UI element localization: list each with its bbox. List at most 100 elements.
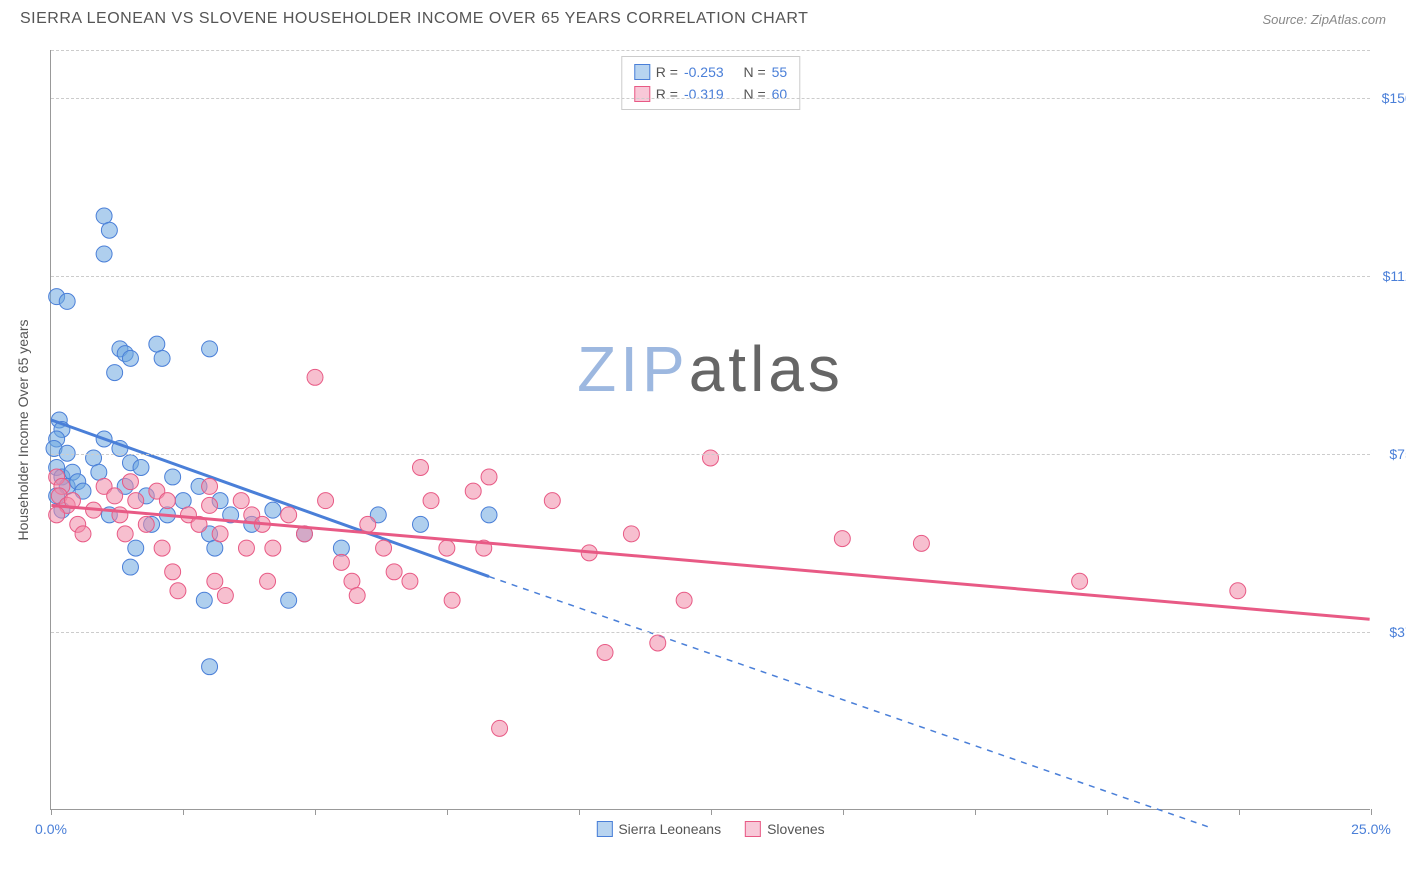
scatter-point — [107, 488, 123, 504]
scatter-point — [202, 478, 218, 494]
gridline — [51, 276, 1370, 277]
scatter-point — [260, 573, 276, 589]
scatter-point — [333, 554, 349, 570]
legend-swatch — [634, 86, 650, 102]
scatter-point — [913, 535, 929, 551]
scatter-point — [265, 502, 281, 518]
legend-swatch — [745, 821, 761, 837]
scatter-point — [202, 497, 218, 513]
x-tick — [1239, 809, 1240, 815]
x-tick — [843, 809, 844, 815]
scatter-point — [402, 573, 418, 589]
series-legend-item: Slovenes — [745, 821, 825, 837]
scatter-point — [165, 564, 181, 580]
y-tick-label: $75,000 — [1375, 446, 1406, 462]
x-tick — [975, 809, 976, 815]
scatter-point — [175, 493, 191, 509]
scatter-point — [217, 588, 233, 604]
series-legend: Sierra Leoneans Slovenes — [596, 821, 824, 837]
scatter-point — [318, 493, 334, 509]
scatter-point — [233, 493, 249, 509]
scatter-point — [423, 493, 439, 509]
scatter-point — [207, 573, 223, 589]
scatter-point — [412, 459, 428, 475]
gridline — [51, 98, 1370, 99]
scatter-point — [165, 469, 181, 485]
scatter-point — [202, 659, 218, 675]
scatter-point — [360, 516, 376, 532]
y-tick-label: $37,500 — [1375, 624, 1406, 640]
scatter-point — [86, 450, 102, 466]
scatter-point — [238, 540, 254, 556]
stat-legend-row: R = -0.319 N = 60 — [634, 83, 787, 105]
scatter-point — [1072, 573, 1088, 589]
scatter-point — [439, 540, 455, 556]
scatter-point — [281, 592, 297, 608]
scatter-point — [128, 493, 144, 509]
scatter-point — [159, 493, 175, 509]
scatter-point — [344, 573, 360, 589]
scatter-point — [101, 222, 117, 238]
scatter-point — [465, 483, 481, 499]
scatter-point — [96, 208, 112, 224]
scatter-point — [207, 540, 223, 556]
scatter-point — [96, 246, 112, 262]
y-tick-label: $150,000 — [1375, 90, 1406, 106]
scatter-point — [122, 350, 138, 366]
x-tick — [1371, 809, 1372, 815]
stat-legend: R = -0.253 N = 55 R = -0.319 N = 60 — [621, 56, 800, 110]
scatter-point — [149, 336, 165, 352]
scatter-point — [128, 540, 144, 556]
scatter-svg — [51, 50, 1370, 809]
stat-legend-row: R = -0.253 N = 55 — [634, 61, 787, 83]
scatter-point — [1230, 583, 1246, 599]
chart-title: SIERRA LEONEAN VS SLOVENE HOUSEHOLDER IN… — [20, 10, 808, 28]
scatter-point — [122, 474, 138, 490]
scatter-point — [154, 350, 170, 366]
scatter-point — [834, 531, 850, 547]
x-tick-label: 0.0% — [35, 821, 67, 837]
x-tick — [1107, 809, 1108, 815]
scatter-point — [154, 540, 170, 556]
scatter-point — [481, 507, 497, 523]
scatter-point — [376, 540, 392, 556]
gridline — [51, 632, 1370, 633]
x-tick — [315, 809, 316, 815]
scatter-point — [492, 720, 508, 736]
source-credit: Source: ZipAtlas.com — [1262, 12, 1386, 27]
scatter-point — [133, 459, 149, 475]
plot-area: Householder Income Over 65 years ZIPatla… — [50, 50, 1370, 810]
scatter-point — [623, 526, 639, 542]
scatter-point — [170, 583, 186, 599]
x-tick — [51, 809, 52, 815]
scatter-point — [117, 526, 133, 542]
x-tick — [579, 809, 580, 815]
scatter-point — [386, 564, 402, 580]
scatter-point — [138, 516, 154, 532]
scatter-point — [91, 464, 107, 480]
scatter-point — [703, 450, 719, 466]
scatter-point — [75, 526, 91, 542]
scatter-point — [59, 293, 75, 309]
y-axis-label: Householder Income Over 65 years — [15, 319, 31, 540]
scatter-point — [481, 469, 497, 485]
x-tick — [447, 809, 448, 815]
scatter-point — [202, 341, 218, 357]
y-tick-label: $112,500 — [1375, 268, 1406, 284]
legend-swatch — [634, 64, 650, 80]
legend-swatch — [596, 821, 612, 837]
scatter-point — [412, 516, 428, 532]
x-tick-label: 25.0% — [1351, 821, 1391, 837]
gridline — [51, 454, 1370, 455]
x-tick — [183, 809, 184, 815]
trend-line — [51, 505, 1369, 619]
scatter-point — [212, 526, 228, 542]
scatter-point — [265, 540, 281, 556]
trend-line-extrapolated — [489, 577, 1211, 828]
scatter-point — [307, 369, 323, 385]
scatter-point — [281, 507, 297, 523]
scatter-point — [49, 507, 65, 523]
scatter-point — [122, 559, 138, 575]
scatter-point — [650, 635, 666, 651]
series-legend-item: Sierra Leoneans — [596, 821, 721, 837]
